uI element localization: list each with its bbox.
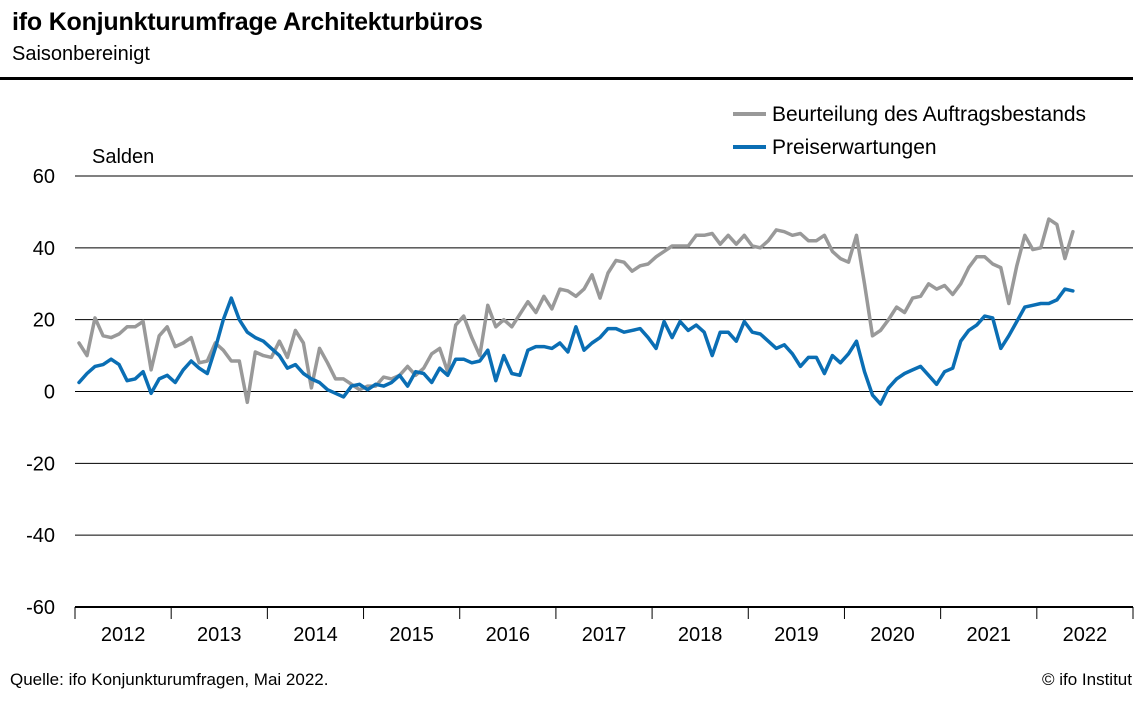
chart-subtitle: Saisonbereinigt	[12, 43, 150, 65]
grid-lines	[75, 175, 1133, 536]
source-note: Quelle: ifo Konjunkturumfragen, Mai 2022…	[10, 670, 329, 689]
x-tick-label: 2021	[966, 624, 1011, 646]
y-axis-label: Salden	[92, 146, 154, 168]
x-tick-label: 2020	[870, 624, 915, 646]
x-tick-label: 2013	[197, 624, 242, 646]
x-axis: 2012 2013 2014 2015 2016 2017 2018 2019 2020 2021…	[74, 606, 1134, 646]
x-tick-label: 2017	[582, 624, 627, 646]
x-tick-label: 2016	[486, 624, 531, 646]
legend: Beurteilung des Auftragsbestands Preiserw…	[733, 103, 1086, 159]
y-tick-label: -40	[26, 525, 55, 547]
copyright-note: © ifo Institut	[1041, 670, 1132, 689]
chart-title: ifo Konjunkturumfrage Architekturbüros	[12, 8, 483, 36]
x-tick-label: 2022	[1063, 624, 1108, 646]
x-tick-label: 2018	[678, 624, 723, 646]
series-line-0	[77, 217, 1075, 405]
x-tick-label: 2014	[293, 624, 338, 646]
x-tick-label: 2015	[389, 624, 434, 646]
series-line-1	[77, 287, 1075, 406]
series-lines	[77, 217, 1075, 406]
y-tick-label: 20	[33, 310, 55, 332]
x-tick-label: 2012	[101, 624, 146, 646]
legend-label: Beurteilung des Auftragsbestands	[772, 103, 1086, 126]
legend-label: Preiserwartungen	[772, 136, 937, 159]
y-tick-label: -20	[26, 453, 55, 475]
y-tick-label: 60	[33, 166, 55, 188]
y-tick-label: -60	[26, 597, 55, 619]
x-tick-label: 2019	[774, 624, 819, 646]
y-tick-label: 0	[44, 382, 55, 404]
y-tick-labels: 60 40 20 0 -20 -40 -60	[26, 166, 55, 619]
title-rule	[0, 77, 1133, 80]
y-tick-label: 40	[33, 238, 55, 260]
